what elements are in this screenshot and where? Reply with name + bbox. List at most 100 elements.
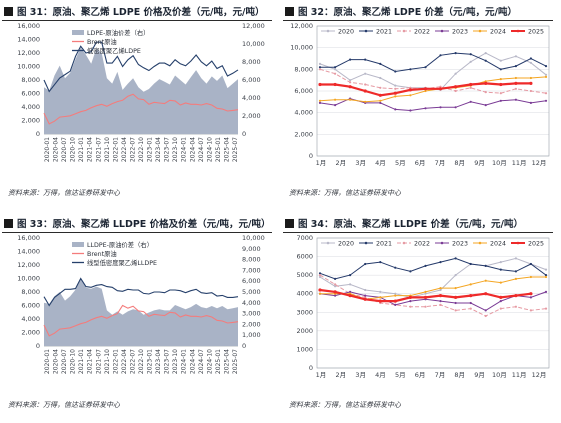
legend-marker: [440, 29, 444, 33]
legend-label: 2025: [528, 28, 544, 35]
legend-swatch: [72, 30, 84, 35]
legend-marker: [478, 241, 482, 245]
data-point-2025: [514, 294, 518, 298]
line-series-pe: [43, 277, 239, 307]
legend-label: 低密度聚乙烯LDPE: [87, 46, 141, 55]
data-point-2022: [484, 314, 487, 318]
data-point-2021: [454, 257, 457, 260]
data-point-2021: [379, 261, 382, 264]
data-point-2021: [544, 65, 548, 68]
data-point-2024: [469, 283, 472, 286]
data-point-2022: [454, 309, 457, 312]
y-tick-label: 2000: [296, 327, 313, 335]
data-point-2023: [439, 106, 442, 109]
data-point-2025: [393, 91, 397, 95]
data-point-2025: [318, 288, 322, 292]
area-series-spread: [44, 278, 238, 346]
x-tick-label: 7月: [435, 371, 446, 379]
data-point-2025: [454, 85, 458, 89]
data-point-2020: [318, 275, 322, 279]
legend-label: 2024: [490, 28, 506, 35]
x-tick-label: 2024-10: [206, 349, 213, 374]
y-tick-label-left: 8,000: [21, 76, 40, 84]
data-point-2024: [318, 292, 322, 295]
data-point-2021: [439, 261, 442, 264]
data-point-2021: [544, 274, 548, 277]
x-tick-label: 2021-07: [95, 349, 102, 374]
y-tick-label-left: 2,000: [21, 329, 40, 337]
legend-marker: [402, 29, 406, 33]
y-tick-label-right: 4,000: [242, 299, 261, 307]
y-tick-label: 0: [309, 364, 313, 372]
chart-1-svg: 0 2,000 4,000 6,000 8,000 10,000 12,000 14,000 1…: [17, 22, 265, 162]
y-tick-label-right: 3,000: [242, 310, 261, 318]
data-point-2021: [318, 272, 322, 275]
data-point-2023: [424, 107, 427, 110]
data-point-2023: [409, 300, 412, 303]
x-tick-label: 2023-10: [172, 349, 179, 374]
data-point-2021: [529, 57, 532, 60]
x-tick-label: 3月: [355, 371, 366, 379]
data-point-2020: [514, 257, 517, 260]
data-point-2020: [454, 274, 457, 277]
data-point-2025: [378, 93, 382, 97]
x-tick-label: 2025-01: [215, 137, 222, 162]
data-point-2022: [349, 81, 352, 84]
legend-label: 2022: [414, 240, 430, 247]
x-tick-label: 2月: [335, 159, 346, 167]
data-point-2022: [439, 85, 442, 88]
data-point-2022: [334, 283, 337, 286]
data-point-2021: [439, 54, 442, 57]
title-bar: 图 33：原油、聚乙烯 LLDPE 价格及价差（元/吨，元/吨）: [2, 215, 272, 233]
data-point-2025: [499, 82, 503, 87]
data-point-2021: [318, 66, 322, 69]
data-point-2022: [409, 86, 412, 89]
x-tick-label: 2020-10: [70, 137, 77, 162]
data-point-2023: [439, 300, 442, 303]
x-tick-label: 3月: [355, 159, 366, 167]
data-point-2022: [514, 87, 517, 90]
legend-marker: [516, 29, 520, 33]
data-point-2020: [424, 292, 427, 295]
y-tick-label-right: 1,000: [242, 331, 261, 339]
x-tick-label: 2021-04: [87, 137, 94, 162]
data-point-2022: [544, 92, 548, 95]
x-tick-label: 2025-07: [232, 349, 239, 374]
x-tick-label: 2020-04: [53, 349, 60, 374]
data-point-2021: [364, 58, 367, 61]
data-point-2023: [394, 108, 397, 111]
data-point-2024: [394, 95, 397, 98]
data-point-2020: [334, 68, 337, 71]
x-tick-label: 2022-10: [138, 137, 145, 162]
x-tick-label: 2025-07: [232, 137, 239, 162]
x-tick-label: 2024-07: [198, 349, 205, 374]
data-point-2021: [514, 65, 517, 68]
chart-panel-3: 图 33：原油、聚乙烯 LLDPE 价格及价差（元/吨，元/吨） 0 2,000 4…: [0, 212, 280, 423]
data-point-2024: [514, 76, 517, 80]
data-point-2022: [529, 89, 532, 93]
y-tick-label-left: 14,000: [17, 248, 40, 256]
data-point-2021: [334, 277, 337, 280]
x-tick-label: 2023-04: [155, 137, 162, 162]
data-point-2021: [529, 262, 532, 266]
legend-marker: [326, 29, 330, 33]
legend-label: 2022: [414, 28, 430, 35]
data-point-2024: [379, 99, 382, 102]
y-tick-label: 4000: [296, 290, 313, 298]
data-point-2020: [379, 76, 382, 80]
data-point-2024: [499, 281, 502, 284]
source-note: 资料来源：万得，信达证券研发中心: [289, 401, 401, 409]
data-point-2025: [469, 294, 473, 298]
line-series-2020: [319, 257, 547, 298]
x-tick-label: 2024-10: [206, 137, 213, 162]
data-point-2025: [378, 299, 382, 303]
y-tick-label-left: 4,000: [21, 315, 40, 323]
data-point-2021: [379, 62, 382, 65]
data-point-2024: [334, 98, 337, 101]
y-tick-label: 0: [309, 152, 313, 160]
y-tick-label-right: 0: [242, 130, 246, 138]
title-marker: [4, 219, 13, 228]
x-tick-label: 2023-07: [164, 137, 171, 162]
data-point-2025: [333, 290, 337, 294]
x-tick-label: 8月: [454, 371, 465, 379]
